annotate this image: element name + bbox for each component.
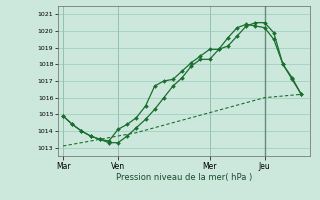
X-axis label: Pression niveau de la mer( hPa ): Pression niveau de la mer( hPa ): [116, 173, 252, 182]
